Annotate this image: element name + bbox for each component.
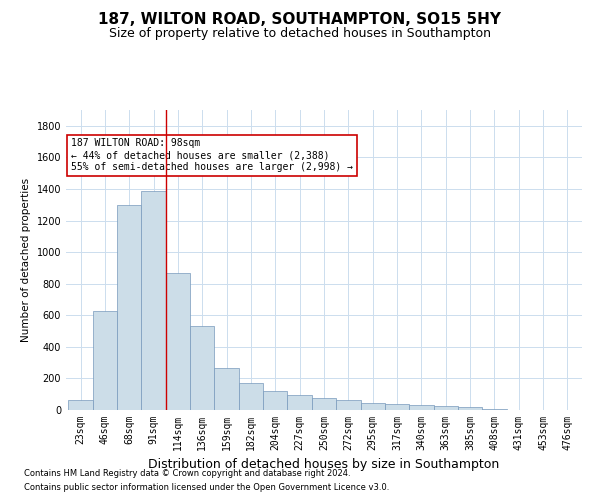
- Bar: [142, 190, 166, 410]
- Bar: [434, 406, 458, 410]
- Bar: [166, 272, 190, 410]
- Bar: [93, 310, 117, 410]
- X-axis label: Distribution of detached houses by size in Southampton: Distribution of detached houses by size …: [148, 458, 500, 471]
- Bar: [190, 326, 214, 410]
- Bar: [214, 368, 239, 410]
- Bar: [458, 407, 482, 410]
- Bar: [409, 406, 434, 410]
- Bar: [117, 204, 142, 410]
- Text: 187, WILTON ROAD, SOUTHAMPTON, SO15 5HY: 187, WILTON ROAD, SOUTHAMPTON, SO15 5HY: [98, 12, 502, 28]
- Bar: [336, 400, 361, 410]
- Y-axis label: Number of detached properties: Number of detached properties: [21, 178, 31, 342]
- Bar: [482, 409, 506, 410]
- Bar: [312, 398, 336, 410]
- Bar: [68, 400, 93, 410]
- Bar: [385, 404, 409, 410]
- Text: Size of property relative to detached houses in Southampton: Size of property relative to detached ho…: [109, 28, 491, 40]
- Text: Contains HM Land Registry data © Crown copyright and database right 2024.: Contains HM Land Registry data © Crown c…: [24, 468, 350, 477]
- Text: 187 WILTON ROAD: 98sqm
← 44% of detached houses are smaller (2,388)
55% of semi-: 187 WILTON ROAD: 98sqm ← 44% of detached…: [71, 138, 353, 172]
- Text: Contains public sector information licensed under the Open Government Licence v3: Contains public sector information licen…: [24, 484, 389, 492]
- Bar: [361, 403, 385, 410]
- Bar: [239, 383, 263, 410]
- Bar: [287, 395, 312, 410]
- Bar: [263, 391, 287, 410]
